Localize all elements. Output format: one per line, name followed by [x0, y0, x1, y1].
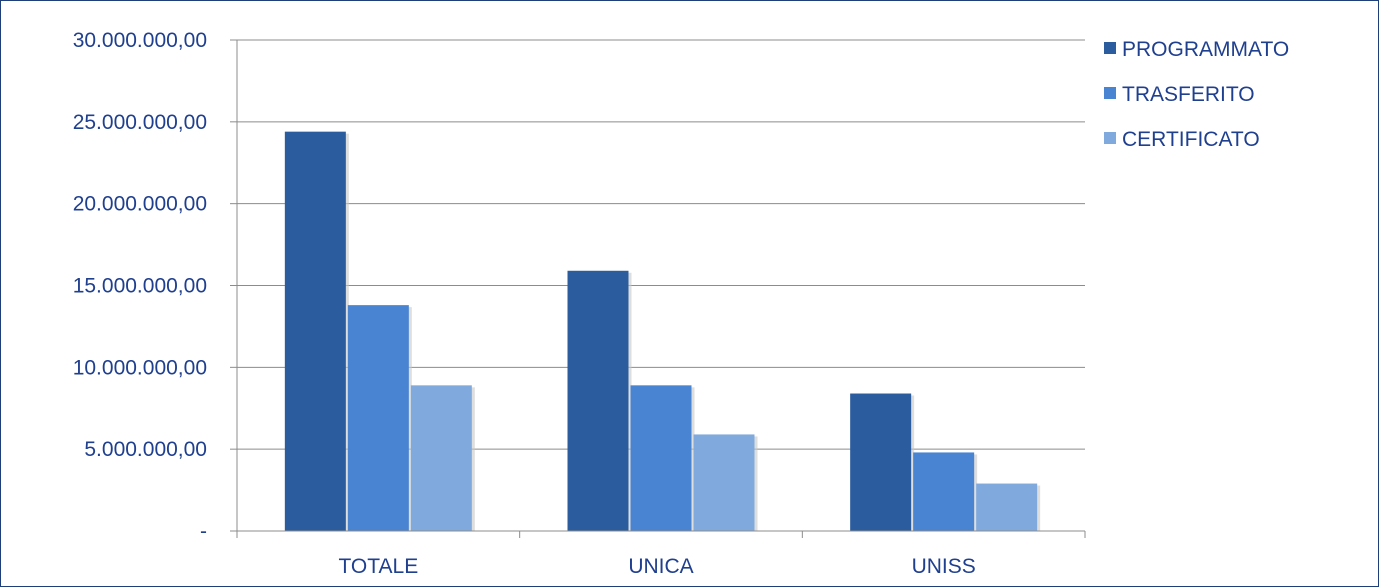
bar-trasferito-totale: [347, 305, 409, 531]
y-tick-label: 5.000.000,00: [84, 438, 207, 461]
bars: [284, 131, 1041, 532]
x-axis: [236, 40, 1086, 538]
y-tick-label: 30.000.000,00: [73, 29, 207, 52]
y-tick-label: -: [200, 520, 207, 543]
legend-label-certificato: CERTIFICATO: [1122, 128, 1260, 151]
bar-trasferito-uniss: [913, 452, 975, 531]
bar-programmato-totale: [284, 131, 346, 532]
bar-certificato-uniss: [976, 483, 1038, 531]
legend-label-programmato: PROGRAMMATO: [1122, 38, 1289, 61]
y-tick-label: 25.000.000,00: [73, 111, 207, 134]
legend-swatch-programmato: [1104, 42, 1116, 54]
bar-certificato-unica: [693, 434, 755, 531]
bar-certificato-totale: [410, 385, 472, 531]
x-category-label: UNISS: [912, 555, 976, 578]
y-tick-label: 15.000.000,00: [73, 275, 207, 298]
legend-swatch-trasferito: [1104, 87, 1116, 99]
x-axis-category-labels: TOTALE UNICA UNISS: [338, 555, 975, 578]
bar-trasferito-unica: [630, 385, 692, 531]
legend-label-trasferito: TRASFERITO: [1122, 83, 1255, 106]
y-axis-tick-labels: - 5.000.000,00 10.000.000,00 15.000.000,00 2…: [73, 29, 207, 543]
legend-swatch-certificato: [1104, 132, 1116, 144]
legend: PROGRAMMATO TRASFERITO CERTIFICATO: [1104, 38, 1289, 151]
bar-programmato-uniss: [850, 393, 912, 531]
y-tick-label: 20.000.000,00: [73, 193, 207, 216]
x-category-label: UNICA: [628, 555, 693, 578]
x-category-label: TOTALE: [338, 555, 418, 578]
bar-programmato-unica: [567, 270, 629, 531]
y-tick-label: 10.000.000,00: [73, 356, 207, 379]
